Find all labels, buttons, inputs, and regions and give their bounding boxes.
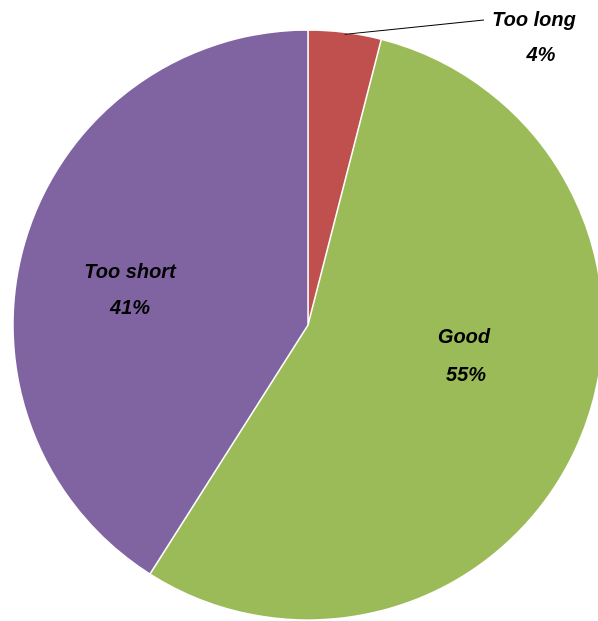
slice-label-too-long: Too long 4% [492, 9, 576, 66]
too-long-percent: 4% [526, 44, 556, 66]
pie-slice-too-short [12, 29, 309, 575]
pie-slices [12, 29, 598, 621]
too-short-percent: 41% [109, 297, 150, 319]
slice-label-too-short: Too short 41% [84, 261, 177, 319]
good-percent: 55% [446, 364, 486, 386]
too-long-leader-line [344, 19, 485, 35]
pie-slice-good [149, 38, 598, 621]
good-name: Good [438, 326, 491, 348]
too-long-name: Too long [492, 9, 576, 31]
slice-label-good: Good 55% [438, 326, 491, 386]
too-short-name: Too short [84, 261, 177, 283]
